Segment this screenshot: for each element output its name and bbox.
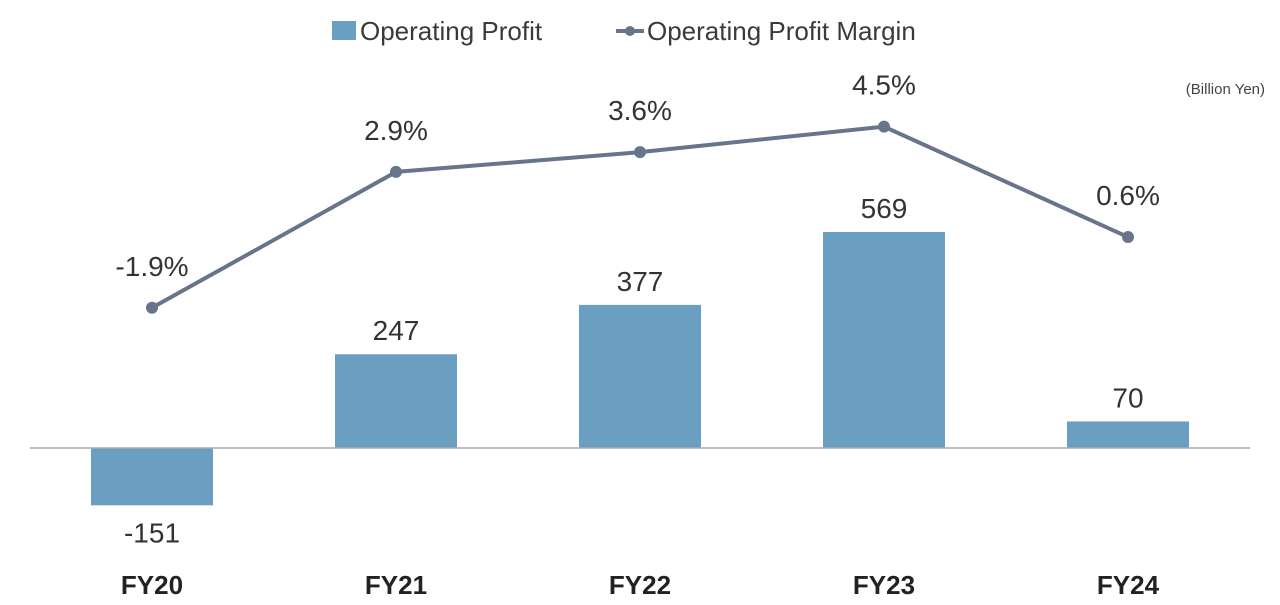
category-label: FY20: [121, 570, 183, 600]
unit-label: (Billion Yen): [1186, 81, 1265, 98]
category-label: FY24: [1097, 570, 1160, 600]
margin-point-FY20: [146, 301, 158, 314]
margin-point-FY22: [634, 146, 646, 159]
bar-FY20: [91, 448, 213, 506]
bar-FY23: [823, 232, 945, 448]
margin-point-FY23: [878, 120, 890, 133]
legend-bar-swatch: [332, 21, 356, 40]
legend: Operating Profit Operating Profit Margin: [332, 16, 916, 46]
bar-value-label: -151: [124, 517, 180, 548]
legend-bar-label: Operating Profit: [360, 16, 543, 46]
bar-FY22: [579, 304, 701, 448]
bar-value-label: 70: [1112, 382, 1143, 413]
bar-FY24: [1067, 421, 1189, 448]
margin-value-label: 0.6%: [1096, 180, 1160, 211]
bar-FY21: [335, 354, 457, 448]
margin-value-label: 2.9%: [364, 115, 428, 146]
bar-value-label: 247: [373, 315, 420, 346]
legend-line-label: Operating Profit Margin: [647, 16, 916, 46]
margin-value-label: -1.9%: [115, 251, 188, 282]
category-label: FY21: [365, 570, 427, 600]
bar-value-label: 569: [861, 193, 908, 224]
margin-value-label: 3.6%: [608, 95, 672, 126]
bar-value-label: 377: [617, 266, 664, 297]
plot-area: -151 247 377 569 70 -1.9% 2.9% 3.6% 4.5% 0.6% FY20…: [30, 70, 1250, 600]
category-label: FY23: [853, 570, 915, 600]
margin-point-FY24: [1122, 231, 1134, 244]
margin-value-label: 4.5%: [852, 70, 916, 101]
margin-point-FY21: [390, 165, 402, 178]
legend-line-marker: [625, 26, 635, 36]
category-label: FY22: [609, 570, 671, 600]
